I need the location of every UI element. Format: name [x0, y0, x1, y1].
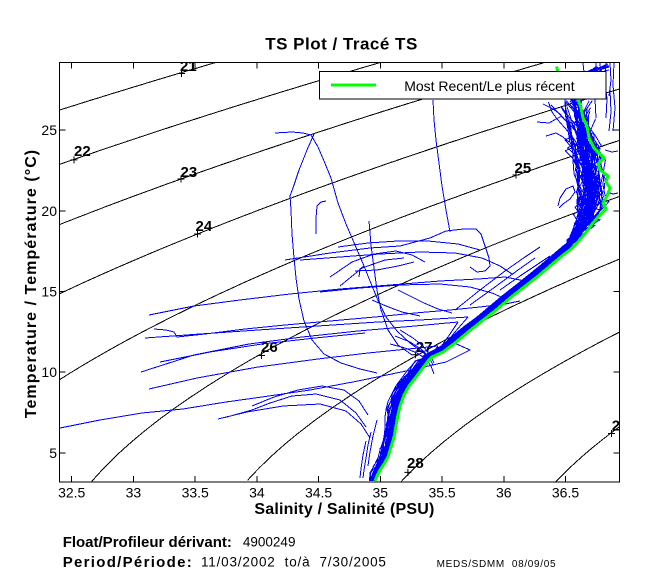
svg-text:23: 23	[181, 164, 198, 181]
svg-text:15: 15	[41, 284, 57, 300]
svg-text:28: 28	[407, 455, 424, 472]
svg-text:33: 33	[126, 485, 142, 501]
svg-text:35.5: 35.5	[428, 485, 455, 501]
svg-text:21: 21	[180, 58, 197, 75]
svg-text:11/03/2002 to/à 7/30/2005: 11/03/2002 to/à 7/30/2005	[201, 555, 387, 570]
svg-text:25: 25	[515, 160, 532, 177]
svg-text:Temperature / Température (°C): Temperature / Température (°C)	[23, 149, 40, 418]
svg-text:36.5: 36.5	[552, 485, 579, 501]
svg-text:33.5: 33.5	[182, 485, 209, 501]
svg-text:32.5: 32.5	[58, 485, 85, 501]
svg-text:25: 25	[41, 122, 57, 138]
svg-text:34.5: 34.5	[305, 485, 332, 501]
svg-text:36: 36	[496, 485, 512, 501]
svg-text:Most Recent/Le plus récent: Most Recent/Le plus récent	[404, 78, 575, 94]
svg-text:Float/Profileur dérivant:: Float/Profileur dérivant:	[63, 534, 232, 551]
svg-text:29: 29	[612, 418, 629, 435]
svg-text:35: 35	[373, 485, 389, 501]
svg-text:22: 22	[74, 143, 91, 160]
svg-text:Period/Période:: Period/Période:	[63, 554, 193, 571]
svg-text:34: 34	[249, 485, 265, 501]
svg-text:Salinity / Salinité (PSU): Salinity / Salinité (PSU)	[254, 501, 434, 518]
svg-text:4900249: 4900249	[243, 535, 296, 550]
svg-text:10: 10	[41, 364, 57, 380]
svg-text:TS Plot / Tracé TS: TS Plot / Tracé TS	[265, 35, 418, 54]
svg-text:5: 5	[49, 445, 57, 461]
svg-text:24: 24	[196, 218, 213, 235]
svg-text:MEDS/SDMM 08/09/05: MEDS/SDMM 08/09/05	[437, 559, 557, 570]
svg-text:20: 20	[41, 203, 57, 219]
